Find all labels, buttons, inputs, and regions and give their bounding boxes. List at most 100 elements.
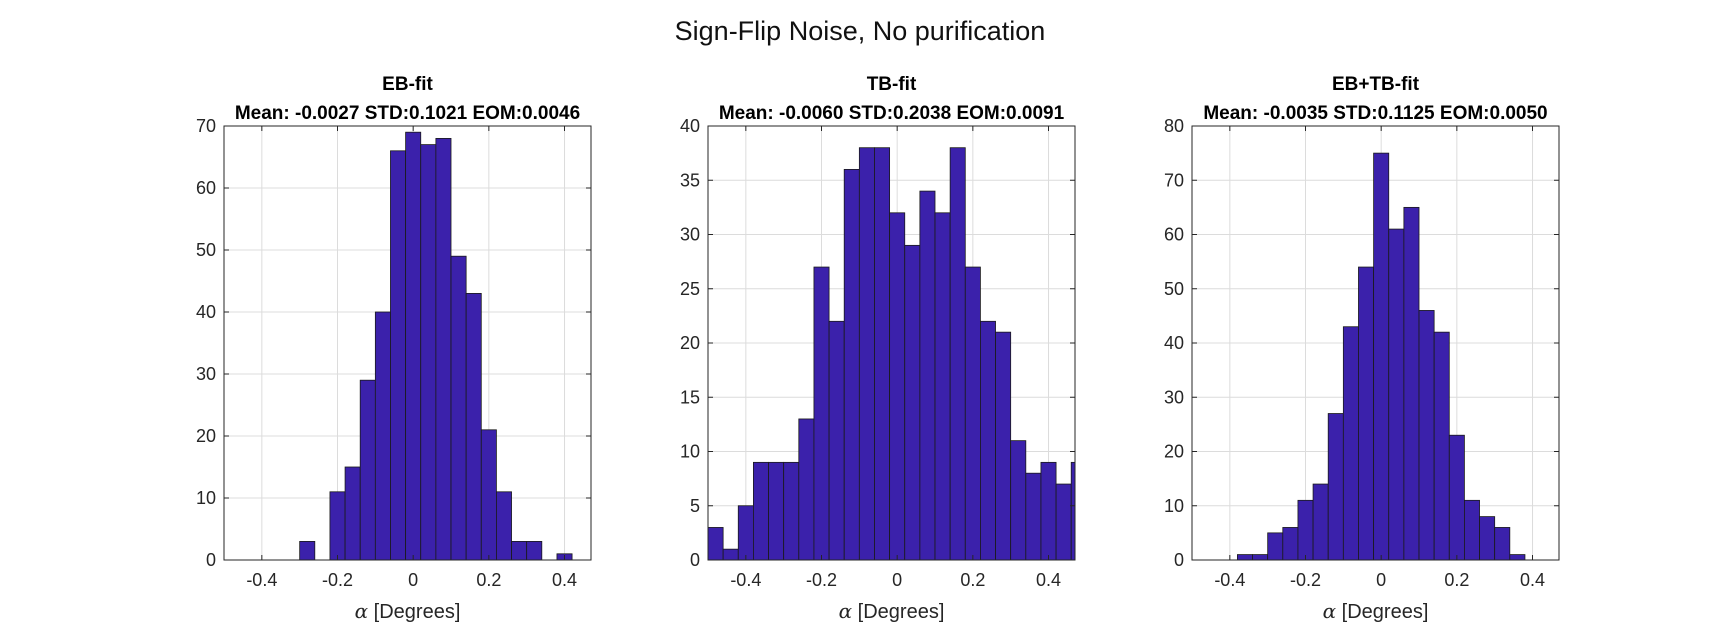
x-tick-label: 0.4 bbox=[1036, 570, 1061, 590]
x-tick-label: 0.2 bbox=[960, 570, 985, 590]
y-tick-label: 30 bbox=[1164, 387, 1184, 407]
alpha-symbol: α bbox=[839, 599, 853, 623]
x-tick-label: 0.2 bbox=[1444, 570, 1469, 590]
histogram-panel-2: TB-fit Mean: -0.0060 STD:0.2038 EOM:0.009… bbox=[680, 74, 1076, 623]
histogram-bar bbox=[420, 144, 437, 561]
histogram-bar bbox=[480, 429, 497, 561]
x-tick-label: -0.2 bbox=[322, 570, 353, 590]
y-tick-label: 80 bbox=[1164, 116, 1184, 136]
panel-stats: Mean: -0.0035 STD:0.1125 EOM:0.0050 bbox=[1203, 103, 1547, 124]
histogram-bar bbox=[1070, 461, 1076, 561]
histogram-bar bbox=[768, 461, 785, 561]
x-tick-label: -0.4 bbox=[1214, 570, 1245, 590]
histogram-bar bbox=[949, 147, 966, 561]
histogram-bar bbox=[1312, 483, 1329, 561]
histogram-bar bbox=[1373, 152, 1390, 561]
y-tick-label: 40 bbox=[1164, 333, 1184, 353]
histogram-bar bbox=[1509, 554, 1526, 561]
alpha-symbol: α bbox=[1323, 599, 1337, 623]
histogram-bar bbox=[1025, 472, 1042, 561]
y-tick-label: 40 bbox=[680, 116, 700, 136]
histogram-bar bbox=[359, 379, 376, 561]
histogram-bar bbox=[1479, 516, 1496, 561]
x-axis-label-text: [Degrees] bbox=[1336, 601, 1428, 623]
y-tick-label: 15 bbox=[680, 387, 700, 407]
histogram-bar bbox=[753, 461, 769, 561]
y-tick-label: 10 bbox=[680, 442, 700, 462]
plots-container: EB-fit Mean: -0.0027 STD:0.1021 EOM:0.004… bbox=[196, 74, 1560, 623]
histogram-bar bbox=[919, 190, 936, 561]
histogram-bar bbox=[1010, 440, 1027, 561]
x-tick-label: 0 bbox=[892, 570, 902, 590]
histogram-bar bbox=[435, 137, 452, 561]
histogram-bar bbox=[1464, 499, 1480, 561]
x-tick-label: 0.4 bbox=[552, 570, 577, 590]
histogram-bar bbox=[874, 147, 891, 561]
y-tick-label: 20 bbox=[1164, 442, 1184, 462]
histogram-bar bbox=[995, 331, 1012, 561]
x-tick-label: 0.2 bbox=[476, 570, 501, 590]
y-tick-label: 5 bbox=[690, 496, 700, 516]
histogram-bar bbox=[889, 212, 906, 561]
y-tick-label: 70 bbox=[1164, 170, 1184, 190]
y-tick-label: 10 bbox=[1164, 496, 1184, 516]
histogram-bar bbox=[344, 466, 361, 561]
histogram-bar bbox=[722, 548, 739, 561]
y-tick-label: 50 bbox=[196, 240, 216, 260]
histogram-bar bbox=[526, 541, 543, 561]
histogram-bar bbox=[1342, 326, 1359, 561]
histogram-bar bbox=[904, 244, 921, 561]
y-tick-label: 0 bbox=[206, 550, 216, 570]
x-tick-label: -0.2 bbox=[806, 570, 837, 590]
histogram-bar bbox=[1282, 527, 1299, 561]
histogram-bar bbox=[783, 461, 800, 561]
histogram-bar bbox=[980, 320, 996, 561]
panel-title: EB+TB-fit bbox=[1332, 74, 1420, 95]
panel-stats: Mean: -0.0060 STD:0.2038 EOM:0.0091 bbox=[719, 103, 1065, 124]
histogram-bar bbox=[828, 320, 845, 561]
histogram-bar bbox=[964, 266, 981, 561]
y-tick-label: 20 bbox=[196, 426, 216, 446]
y-tick-label: 60 bbox=[196, 178, 216, 198]
y-tick-label: 30 bbox=[196, 364, 216, 384]
histogram-bar bbox=[1055, 483, 1072, 561]
histogram-bar bbox=[858, 147, 875, 561]
histogram-bar bbox=[405, 131, 422, 561]
histogram-bar bbox=[1327, 413, 1344, 561]
y-tick-label: 25 bbox=[680, 279, 700, 299]
y-tick-label: 70 bbox=[196, 116, 216, 136]
x-axis-label: α [Degrees] bbox=[839, 599, 945, 623]
x-tick-label: 0 bbox=[1376, 570, 1386, 590]
histogram-bar bbox=[1040, 461, 1057, 561]
axes-frame bbox=[223, 125, 592, 561]
y-tick-label: 30 bbox=[680, 225, 700, 245]
histogram-bar bbox=[707, 527, 724, 561]
histogram-bar bbox=[390, 150, 407, 561]
histogram-bar bbox=[496, 491, 512, 561]
x-tick-label: -0.4 bbox=[246, 570, 277, 590]
histogram-bar bbox=[1267, 532, 1284, 561]
x-axis-label: α [Degrees] bbox=[355, 599, 461, 623]
x-tick-label: -0.2 bbox=[1290, 570, 1321, 590]
histogram-bar bbox=[934, 212, 951, 561]
histogram-bar bbox=[1388, 228, 1405, 561]
histogram-bar bbox=[1418, 310, 1435, 561]
x-axis-label: α [Degrees] bbox=[1323, 599, 1429, 623]
histogram-bar bbox=[843, 168, 860, 561]
x-axis-label-text: [Degrees] bbox=[368, 601, 460, 623]
histogram-bar bbox=[1433, 331, 1450, 561]
y-tick-label: 60 bbox=[1164, 225, 1184, 245]
x-tick-label: 0.4 bbox=[1520, 570, 1545, 590]
histogram-panel-1: EB-fit Mean: -0.0027 STD:0.1021 EOM:0.004… bbox=[196, 74, 592, 623]
histogram-bar bbox=[1448, 434, 1465, 561]
histogram-bar bbox=[450, 255, 467, 561]
histogram-bar bbox=[1403, 206, 1420, 561]
histogram-bar bbox=[1252, 554, 1269, 561]
y-tick-label: 0 bbox=[1174, 550, 1184, 570]
y-tick-label: 40 bbox=[196, 302, 216, 322]
panel-title: EB-fit bbox=[382, 74, 433, 95]
y-tick-label: 10 bbox=[196, 488, 216, 508]
x-tick-label: -0.4 bbox=[730, 570, 761, 590]
histogram-bar bbox=[1358, 266, 1375, 561]
